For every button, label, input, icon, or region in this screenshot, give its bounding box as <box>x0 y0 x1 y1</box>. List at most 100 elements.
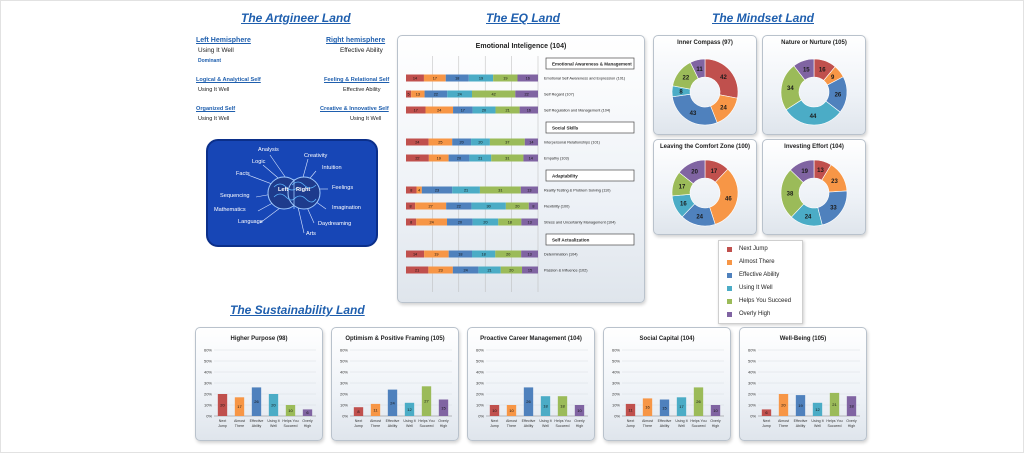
bar-category-label: Almost <box>506 419 517 423</box>
bar-category-label: Almost <box>642 419 653 423</box>
bar-value-label: 15 <box>441 405 446 410</box>
donut-value-label: 13 <box>817 168 824 174</box>
chart-legend: Next Jump Almost There Effective Ability… <box>718 240 803 324</box>
bar-using-it-well <box>540 396 551 416</box>
bar-category-label: Overly <box>574 419 585 423</box>
eq-segment-label: 14 <box>413 77 417 81</box>
bar-y-tick-label: 40% <box>476 370 484 375</box>
bar-category-label: Almost <box>778 419 789 423</box>
eq-segment-label: 30 <box>487 205 491 209</box>
donut-chart-investing-effort: 13 23 33 24 38 19 <box>780 159 848 227</box>
bar-effective-ability <box>523 387 534 416</box>
eq-bar-segment <box>469 154 492 162</box>
legend-label-using-it-well: Using It Well <box>739 285 773 291</box>
feeling-self-heading: Feeling & Relational Self <box>324 77 390 83</box>
eq-segment-label: 22 <box>415 157 419 161</box>
donut-value-label: 9 <box>831 75 835 81</box>
eq-bar-segment <box>447 218 473 226</box>
bar-category-label: High <box>712 424 719 428</box>
eq-bar-segment <box>452 266 479 274</box>
legend-item-helps-you-succeed: Helps You Succeed <box>727 298 791 304</box>
legend-label-almost-there: Almost There <box>739 259 775 265</box>
bar-title-well-being: Well-Being (105) <box>779 336 827 342</box>
brain-label-arts: Arts <box>306 231 316 237</box>
eq-segment-label: 18 <box>482 253 486 257</box>
eq-bar-segment <box>489 138 525 146</box>
bar-overly-high <box>710 405 721 416</box>
bar-value-label: 16 <box>645 405 650 410</box>
organized-self-level: Using It Well <box>198 116 230 122</box>
eq-bar-segment <box>495 106 520 114</box>
eq-segment-label: 16 <box>526 77 530 81</box>
brain-label-facts: Facts <box>236 171 250 177</box>
sustainability-land-title: The Sustainability Land <box>230 303 365 317</box>
eq-bar-segment <box>406 266 429 274</box>
eq-segment-label: 13 <box>527 253 531 257</box>
bar-y-tick-label: 40% <box>612 370 620 375</box>
bar-y-tick-label: 60% <box>476 348 484 353</box>
bar-panel-social-capital: Social Capital (104) 0% 10% 20% 30% 40% 50% 60… <box>603 327 731 441</box>
brain-illustration <box>247 154 328 234</box>
eq-bar-segment <box>471 202 506 210</box>
eq-segment-label: 23 <box>438 269 442 273</box>
donut-panel-comfort-zone: Leaving the Comfort Zone (100) 17 46 24 16 1… <box>653 139 757 235</box>
brain-label-sequencing: Sequencing <box>220 193 250 199</box>
eq-segment-label: 18 <box>455 77 459 81</box>
bar-y-tick-label: 0% <box>206 414 212 419</box>
donut-slice-overly-high <box>678 159 706 185</box>
logical-self-heading: Logical & Analytical Self <box>196 77 261 83</box>
bar-y-tick-label: 20% <box>748 392 756 397</box>
bar-category-label: High <box>576 424 583 428</box>
bar-panel-higher-purpose: Higher Purpose (98) 0% 10% 20% 30% 40% 50% 60%… <box>195 327 323 441</box>
eq-segment-label: 8 <box>410 205 412 209</box>
eq-segment-label: 19 <box>437 157 441 161</box>
bar-y-tick-label: 60% <box>204 348 212 353</box>
donut-value-label: 8 <box>679 90 683 96</box>
legend-item-next-jump: Next Jump <box>727 246 768 252</box>
eq-segment-label: 22 <box>525 93 529 97</box>
legend-swatch-using-it-well <box>727 285 732 291</box>
eq-bar-segment <box>500 266 523 274</box>
eq-segment-label: 24 <box>458 93 462 97</box>
bar-value-label: 19 <box>798 403 803 408</box>
eq-bar-segment <box>515 90 538 98</box>
legend-swatch-effective-ability <box>727 272 732 278</box>
bar-category-label: High <box>848 424 855 428</box>
bar-y-tick-label: 30% <box>204 381 212 386</box>
bar-y-tick-label: 0% <box>750 414 756 419</box>
mindset-land-title: The Mindset Land <box>712 11 814 25</box>
bar-y-tick-label: 60% <box>612 348 620 353</box>
bar-title-optimism: Optimism & Positive Framing (105) <box>345 336 445 342</box>
bar-y-tick-label: 50% <box>748 359 756 364</box>
bar-category-label: Ability <box>524 424 534 428</box>
brain-right-label: Right <box>296 187 311 193</box>
eq-bar-segment <box>495 250 522 258</box>
bar-panel-proactive-career: Proactive Career Management (104) 0% 10% 2… <box>467 327 595 441</box>
bar-category-label: Jump <box>626 424 635 428</box>
donut-value-label: 38 <box>787 192 794 198</box>
eq-bar-segment <box>472 106 496 114</box>
eq-chart-panel: Emotional Inteligence (104) Emotional Awa… <box>397 35 645 303</box>
bar-overly-high <box>846 396 857 416</box>
eq-bar-segment <box>521 218 538 226</box>
eq-segment-label: 21 <box>505 109 509 113</box>
legend-label-overly-high: Overly High <box>739 311 771 317</box>
bar-value-label: 10 <box>577 408 582 413</box>
bar-category-label: Next <box>627 419 634 423</box>
bar-helps-you-succeed <box>557 396 568 416</box>
eq-bar-segment <box>517 74 538 82</box>
bar-category-label: Helps You <box>554 419 570 423</box>
bar-category-label: Helps You <box>690 419 706 423</box>
donut-value-label: 16 <box>680 202 687 208</box>
bar-y-tick-label: 10% <box>476 403 484 408</box>
bar-category-label: Almost <box>234 419 245 423</box>
bar-value-label: 27 <box>424 399 429 404</box>
bar-using-it-well <box>676 397 687 416</box>
donut-value-label: 17 <box>711 169 718 175</box>
eq-bar-segment <box>472 218 499 226</box>
bar-category-label: Succeed <box>556 424 570 428</box>
bar-y-tick-label: 20% <box>612 392 620 397</box>
eq-row-label-empathy-103: Empathy (103) <box>544 157 570 161</box>
